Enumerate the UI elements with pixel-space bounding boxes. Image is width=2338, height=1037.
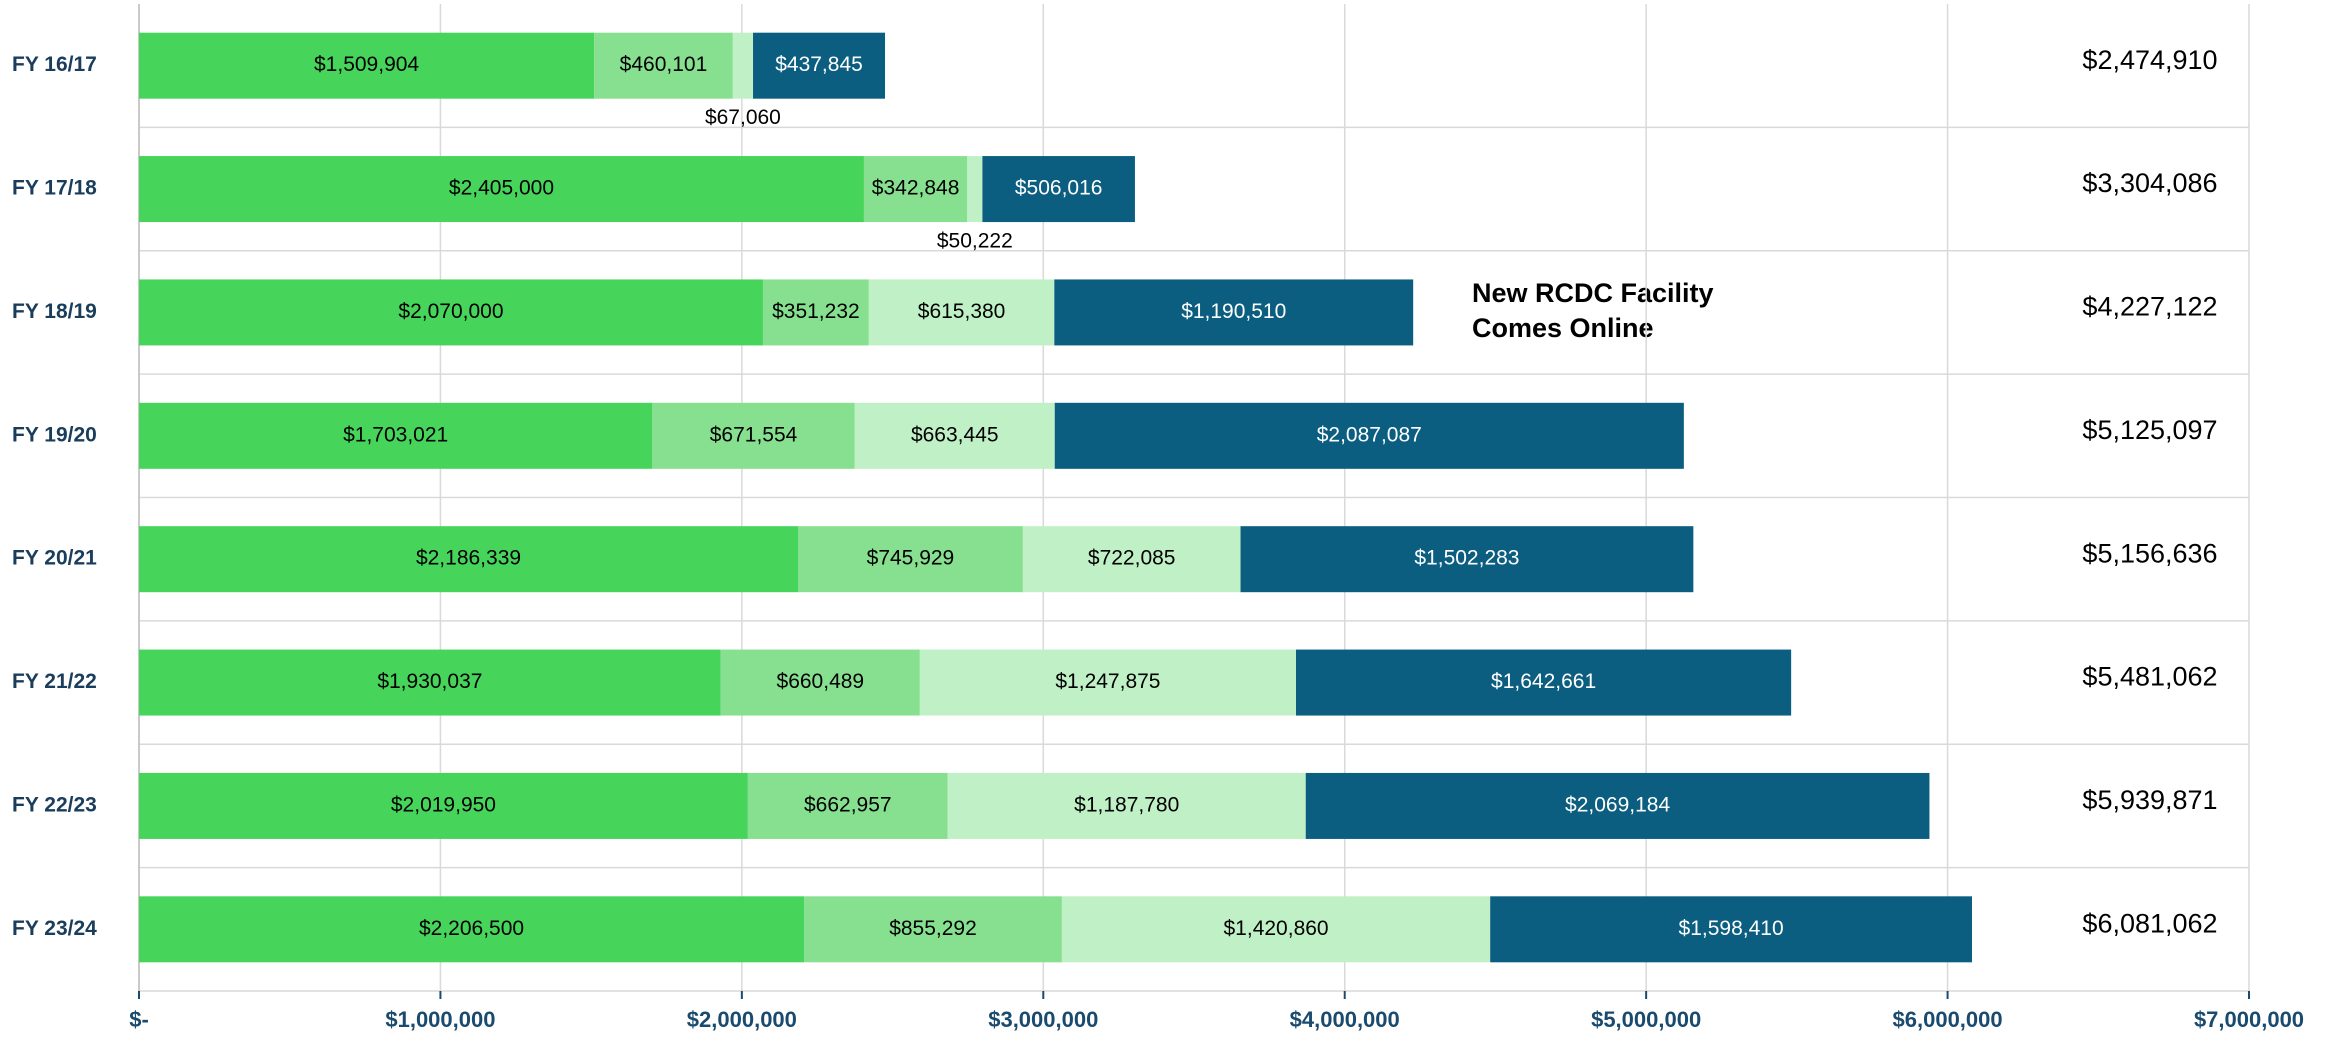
bar-segment [139,32,595,99]
annotation: New RCDC Facility [1472,278,1714,308]
bar-segment [1061,896,1491,963]
bar-segment [139,279,763,346]
data-label: $342,848 [872,177,960,200]
y-tick-label: FY 21/22 [12,670,97,693]
data-label: $50,222 [937,230,1013,253]
data-label: $855,292 [889,917,977,940]
x-tick-label: $2,000,000 [687,1007,797,1032]
bar-segment [1240,526,1694,593]
x-tick-label: $- [129,1007,149,1032]
bar-segment [1296,649,1792,716]
bar-segment [1022,526,1241,593]
data-label: $1,247,875 [1055,670,1160,693]
y-tick-label: FY 19/20 [12,423,97,446]
data-label: $67,060 [705,106,781,129]
bar-segment [139,649,721,716]
data-label: $2,019,950 [391,793,496,816]
bar-segment [967,156,983,223]
x-tick-label: $7,000,000 [2194,1007,2304,1032]
total-label: $6,081,062 [2082,908,2217,938]
bar-segment [139,402,653,469]
total-label: $3,304,086 [2082,168,2217,198]
total-label: $5,481,062 [2082,662,2217,692]
bar-segment [868,279,1055,346]
bar-segment [652,402,855,469]
x-tick-label: $1,000,000 [385,1007,495,1032]
bar-segment [753,32,886,99]
data-label: $506,016 [1015,177,1103,200]
bar-segment [747,772,948,839]
y-tick-label: FY 18/19 [12,300,97,323]
data-label: $2,405,000 [449,177,554,200]
y-tick-label: FY 20/21 [12,547,97,570]
data-label: $1,598,410 [1679,917,1784,940]
data-label: $660,489 [777,670,865,693]
data-label: $1,190,510 [1181,300,1286,323]
y-tick-label: FY 22/23 [12,793,97,816]
data-label: $663,445 [911,423,999,446]
bar-segment [798,526,1023,593]
bar-segment [947,772,1306,839]
total-label: $5,156,636 [2082,538,2217,568]
x-tick-label: $5,000,000 [1591,1007,1701,1032]
bar-segment [594,32,733,99]
data-label: $2,206,500 [419,917,524,940]
total-label: $4,227,122 [2082,292,2217,322]
data-label: $671,554 [710,423,798,446]
x-tick-label: $3,000,000 [988,1007,1098,1032]
x-tick-label: $6,000,000 [1893,1007,2003,1032]
data-label: $1,502,283 [1414,547,1519,570]
data-label: $437,845 [775,53,863,76]
data-label: $1,642,661 [1491,670,1596,693]
data-label: $722,085 [1088,547,1176,570]
bar-segment [732,32,754,99]
x-tick-label: $4,000,000 [1290,1007,1400,1032]
bar-segment [1305,772,1930,839]
bar-segment [854,402,1055,469]
y-tick-label: FY 23/24 [12,917,97,940]
data-label: $2,186,339 [416,547,521,570]
data-label: $2,069,184 [1565,793,1670,816]
bar-segment [1054,279,1414,346]
bar-segment [919,649,1297,716]
bar-segment [720,649,920,716]
data-label: $1,509,904 [314,53,419,76]
annotation: Comes Online [1472,313,1654,343]
data-label: $1,703,021 [343,423,448,446]
data-label: $662,957 [804,793,892,816]
bar-segment [863,156,968,223]
bar-segment [139,526,799,593]
y-tick-label: FY 17/18 [12,177,97,200]
data-label: $2,087,087 [1317,423,1422,446]
y-tick-label: FY 16/17 [12,53,97,76]
data-label: $1,930,037 [377,670,482,693]
total-label: $5,939,871 [2082,785,2217,815]
bar-segment [762,279,869,346]
data-label: $745,929 [867,547,955,570]
bar-segment [1054,402,1684,469]
data-label: $615,380 [918,300,1006,323]
data-label: $1,187,780 [1074,793,1179,816]
bar-segment [804,896,1062,963]
bar-segment [139,156,864,223]
bar-segment [982,156,1135,223]
total-label: $2,474,910 [2082,45,2217,75]
bar-segment [139,772,748,839]
data-label: $1,420,860 [1224,917,1329,940]
data-label: $2,070,000 [398,300,503,323]
data-label: $460,101 [620,53,708,76]
total-label: $5,125,097 [2082,415,2217,445]
bar-segment [1490,896,1973,963]
bar-segment [139,896,805,963]
data-label: $351,232 [772,300,860,323]
